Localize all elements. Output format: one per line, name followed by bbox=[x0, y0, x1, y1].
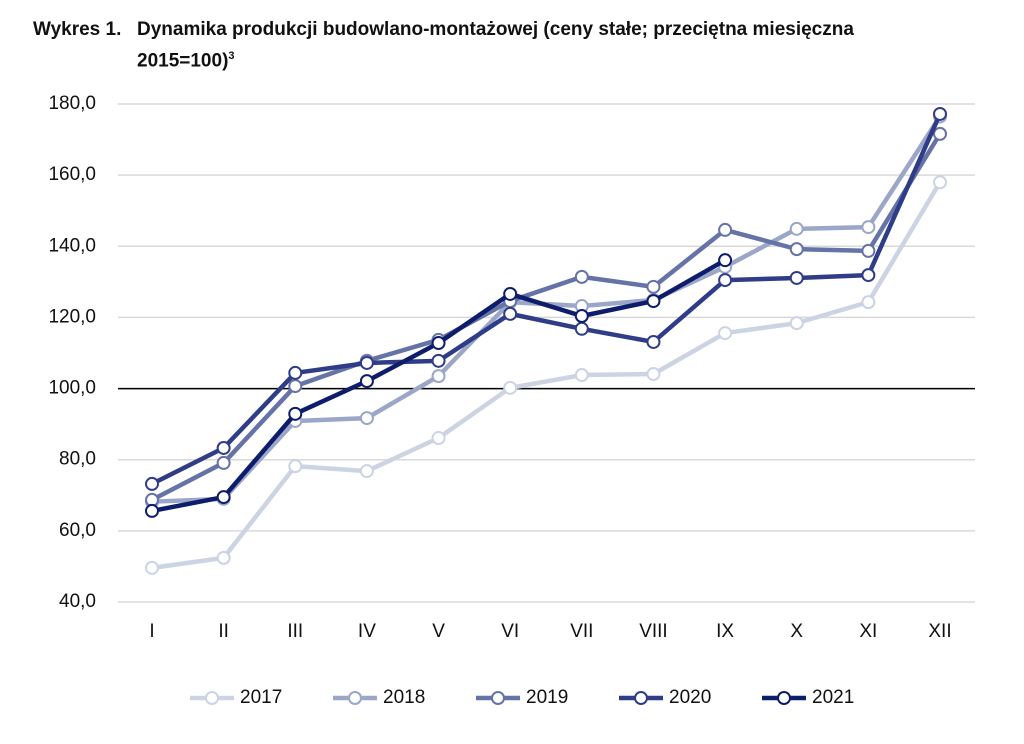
point bbox=[145, 560, 159, 575]
series-line bbox=[151, 258, 727, 514]
x-tick-label: III bbox=[287, 621, 303, 642]
point bbox=[933, 126, 947, 141]
x-tick-label: X bbox=[790, 621, 803, 642]
chart-title-wrap: Dynamika produkcji budowlano-montażowej … bbox=[137, 16, 937, 74]
x-tick-label: I bbox=[149, 621, 154, 642]
point bbox=[574, 269, 589, 284]
legend-label: 2020 bbox=[669, 687, 711, 708]
y-tick-label: 120,0 bbox=[48, 306, 96, 327]
point bbox=[861, 295, 876, 310]
series-line bbox=[150, 132, 942, 502]
point bbox=[789, 242, 804, 257]
legend-label: 2021 bbox=[812, 687, 854, 708]
point bbox=[789, 221, 804, 236]
point bbox=[574, 321, 589, 336]
x-tick-label: II bbox=[218, 621, 229, 642]
x-tick-label: IX bbox=[716, 621, 734, 642]
point bbox=[933, 175, 947, 190]
point bbox=[646, 366, 661, 381]
point bbox=[574, 309, 589, 324]
x-tick-label: V bbox=[432, 621, 445, 642]
series-line bbox=[151, 181, 942, 571]
point bbox=[574, 368, 589, 383]
chart-title: Dynamika produkcji budowlano-montażowej … bbox=[137, 19, 854, 72]
x-tick-label: VIII bbox=[639, 621, 668, 642]
legend-label: 2017 bbox=[240, 687, 282, 708]
point bbox=[503, 286, 518, 301]
x-tick-label: VII bbox=[570, 621, 593, 642]
point bbox=[861, 243, 876, 258]
point bbox=[933, 106, 947, 121]
point bbox=[503, 380, 518, 395]
legend-marker bbox=[491, 691, 505, 705]
y-tick-label: 40,0 bbox=[59, 591, 96, 612]
point bbox=[718, 222, 733, 237]
point bbox=[145, 503, 159, 518]
point bbox=[718, 273, 733, 288]
point bbox=[288, 459, 303, 474]
x-tick-label: VI bbox=[501, 621, 519, 642]
point bbox=[216, 550, 231, 565]
point bbox=[288, 406, 303, 421]
point bbox=[646, 294, 661, 309]
point bbox=[718, 253, 733, 268]
x-tick-label: XI bbox=[859, 621, 877, 642]
point bbox=[718, 326, 733, 341]
legend-marker bbox=[205, 691, 219, 705]
y-tick-label: 180,0 bbox=[48, 93, 96, 114]
point bbox=[359, 411, 374, 426]
point bbox=[288, 365, 303, 380]
chart-label: Wykres 1. bbox=[33, 19, 122, 40]
point bbox=[431, 353, 446, 368]
y-tick-label: 160,0 bbox=[48, 164, 96, 185]
legend-label: 2018 bbox=[383, 687, 425, 708]
point bbox=[145, 476, 159, 491]
footnote-ref: 3 bbox=[228, 50, 235, 62]
point bbox=[216, 455, 231, 470]
x-tick-label: XII bbox=[928, 621, 951, 642]
point bbox=[431, 431, 446, 446]
y-tick-label: 60,0 bbox=[59, 520, 96, 541]
point bbox=[431, 336, 446, 351]
y-tick-label: 100,0 bbox=[48, 378, 96, 399]
point bbox=[216, 490, 231, 505]
legend-label: 2019 bbox=[526, 687, 568, 708]
point bbox=[359, 464, 374, 479]
point bbox=[359, 355, 374, 370]
x-tick-label: IV bbox=[358, 621, 376, 642]
point bbox=[431, 369, 446, 384]
point bbox=[216, 440, 231, 455]
y-tick-label: 140,0 bbox=[48, 235, 96, 256]
y-tick-label: 80,0 bbox=[59, 449, 96, 470]
point bbox=[789, 270, 804, 285]
legend-marker bbox=[777, 691, 791, 705]
point bbox=[359, 374, 374, 389]
point bbox=[288, 379, 303, 394]
point bbox=[646, 334, 661, 349]
point bbox=[503, 306, 518, 321]
legend-marker bbox=[634, 691, 648, 705]
point bbox=[789, 316, 804, 331]
series-line bbox=[150, 113, 943, 486]
point bbox=[861, 220, 876, 235]
point bbox=[861, 268, 876, 283]
point bbox=[646, 279, 661, 294]
title-block: Wykres 1. Dynamika produkcji budowlano-m… bbox=[33, 16, 963, 74]
legend-marker bbox=[348, 691, 362, 705]
